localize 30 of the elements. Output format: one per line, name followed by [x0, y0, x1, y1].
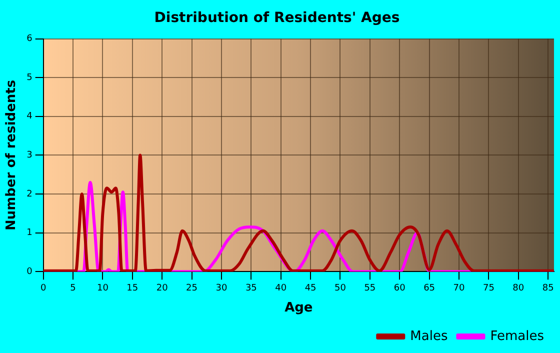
- legend-label: Males: [410, 328, 448, 344]
- x-tick-label: 80: [512, 283, 524, 294]
- y-tick-label: 0: [26, 266, 33, 277]
- x-tick-label: 5: [70, 283, 76, 294]
- y-tick-label: 4: [26, 112, 33, 122]
- legend-label: Females: [490, 328, 544, 344]
- x-tick-label: 0: [40, 283, 46, 294]
- chart-title: Distribution of Residents' Ages: [154, 10, 400, 26]
- x-tick-label: 15: [126, 283, 138, 294]
- x-tick-label: 40: [275, 283, 287, 294]
- x-tick-label: 70: [453, 283, 465, 294]
- x-tick-label: 45: [304, 283, 316, 294]
- x-tick-label: 85: [542, 283, 554, 294]
- y-tick-label: 5: [26, 72, 32, 83]
- x-tick-label: 55: [364, 283, 376, 294]
- x-axis-title: Age: [284, 300, 313, 316]
- x-tick-label: 10: [96, 283, 109, 294]
- x-tick-label: 30: [216, 283, 228, 294]
- x-tick-label: 20: [156, 283, 168, 294]
- x-tick-label: 25: [186, 283, 198, 294]
- y-tick-label: 3: [26, 150, 32, 161]
- x-tick-label: 60: [394, 283, 406, 294]
- x-tick-label: 65: [424, 283, 436, 294]
- x-tick-label: 75: [482, 283, 494, 294]
- y-axis-title: Number of residents: [4, 80, 20, 231]
- y-tick-label: 6: [26, 34, 33, 44]
- x-tick-label: 35: [245, 283, 257, 294]
- x-tick-label: 50: [334, 283, 346, 294]
- y-tick-label: 2: [26, 189, 32, 200]
- y-tick-label: 1: [26, 228, 32, 238]
